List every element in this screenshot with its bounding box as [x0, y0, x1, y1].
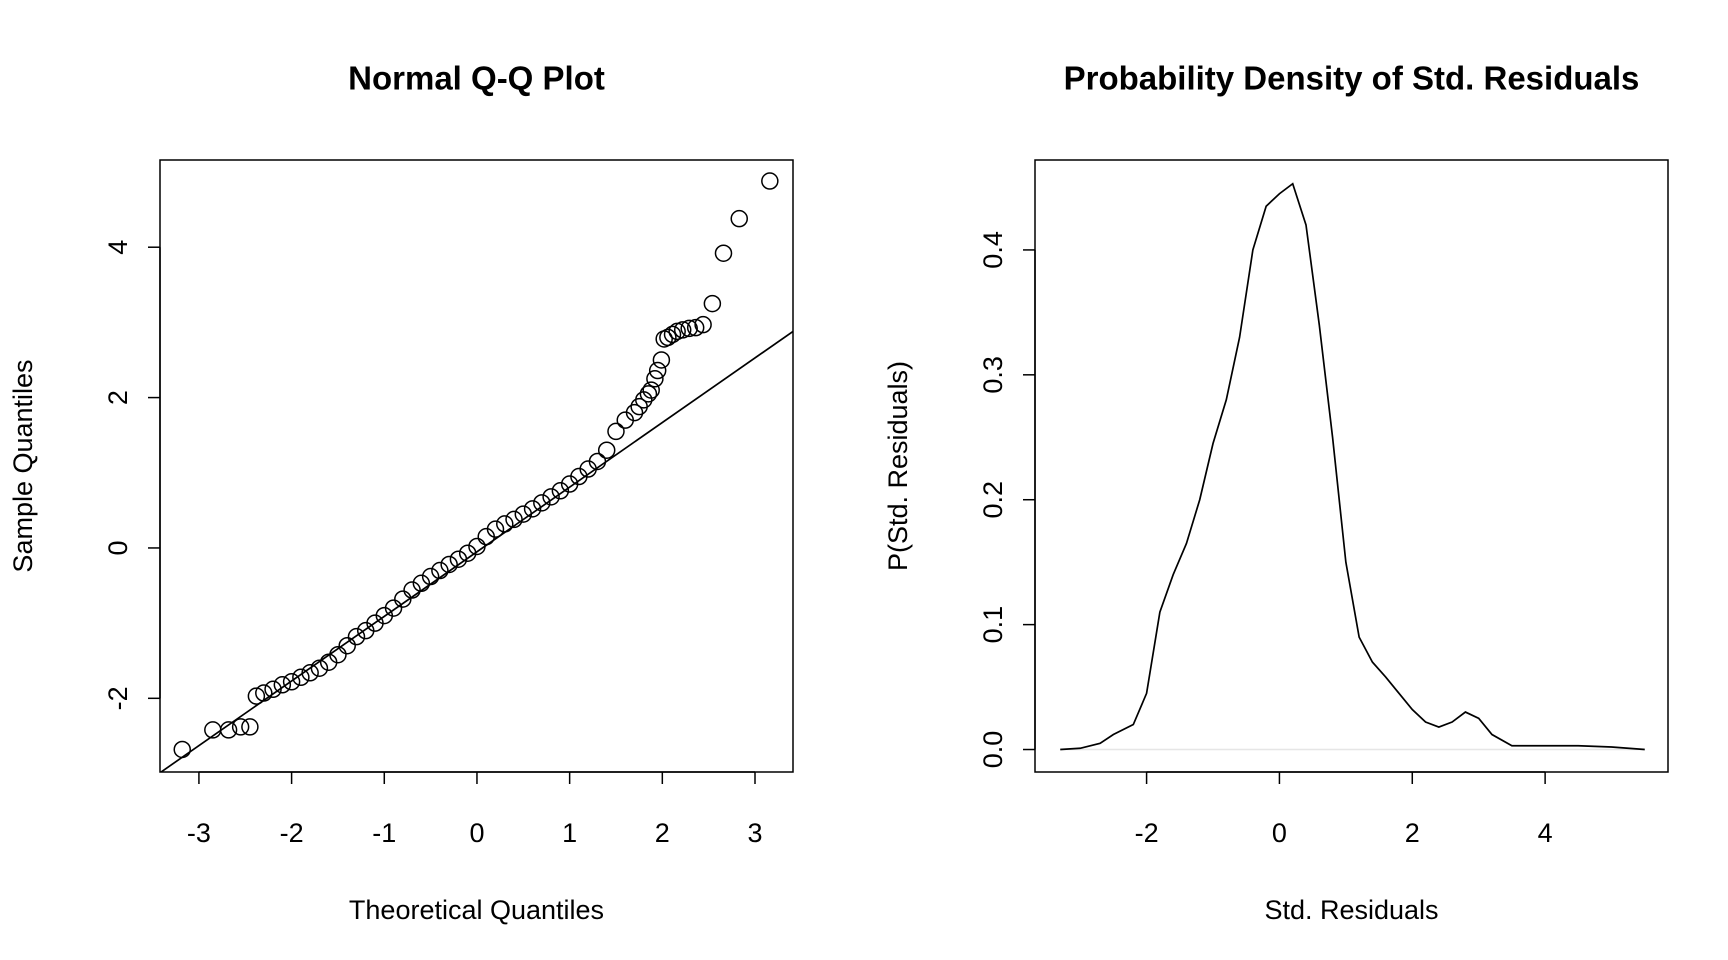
data-point: [282, 673, 301, 691]
data-point: [241, 718, 259, 736]
x-tick-label: 0: [469, 818, 484, 848]
data-line: [160, 330, 793, 772]
data-point: [273, 676, 292, 694]
data-point: [714, 244, 733, 262]
data-point: [523, 500, 542, 518]
y-axis-title: P(Std. Residuals): [883, 361, 913, 571]
chart-panel: Normal Q-Q Plot Theoretical Quantiles Samp…: [8, 60, 794, 925]
y-tick-label: -2: [103, 686, 133, 710]
data-point: [639, 385, 658, 403]
y-tick-label: 0.3: [978, 356, 1008, 394]
y-tick-label: 0.1: [978, 606, 1008, 644]
data-point: [694, 315, 712, 334]
data-point: [431, 561, 449, 580]
y-tick-label: 2: [103, 390, 133, 405]
data-point: [680, 319, 698, 338]
data-point: [703, 294, 722, 313]
data-point: [310, 659, 329, 677]
data-point: [648, 361, 667, 380]
data-point: [673, 321, 692, 339]
y-tick-label: 4: [103, 240, 133, 255]
data-point: [247, 687, 266, 705]
data-point: [384, 599, 403, 617]
chart-title: Probability Density of Std. Residuals: [1064, 60, 1640, 97]
chart-panel: Probability Density of Std. Residuals Std…: [883, 60, 1669, 925]
data-point: [597, 441, 616, 459]
data-point: [486, 520, 505, 538]
data-point: [394, 590, 412, 608]
x-tick-label: 1: [562, 818, 577, 848]
data-point: [347, 627, 366, 646]
data-point: [231, 718, 250, 736]
data-line: [1060, 182, 1645, 751]
x-tick-label: -2: [1135, 818, 1159, 848]
data-point: [686, 318, 705, 337]
data-point: [338, 636, 356, 655]
data-point: [607, 422, 625, 441]
x-tick-label: -2: [280, 818, 304, 848]
data-point: [403, 581, 421, 599]
x-tick-label: 2: [1405, 818, 1420, 848]
chart-title: Normal Q-Q Plot: [348, 60, 605, 97]
x-tick-label: 2: [655, 818, 670, 848]
data-point: [173, 740, 191, 759]
data-point: [625, 403, 644, 422]
x-axis-title: Std. Residuals: [1264, 895, 1438, 925]
x-tick-label: 3: [747, 818, 762, 848]
data-point: [533, 494, 551, 512]
y-tick-label: 0.4: [978, 231, 1008, 269]
data-point: [659, 328, 677, 347]
data-point: [292, 668, 310, 687]
data-point: [646, 370, 664, 388]
x-axis-title: Theoretical Quantiles: [349, 895, 604, 925]
x-tick-label: 4: [1538, 818, 1553, 848]
data-point: [761, 172, 779, 190]
data-point: [652, 351, 671, 369]
x-tick-label: 0: [1272, 818, 1287, 848]
data-point: [730, 209, 748, 228]
x-tick-label: -1: [372, 818, 396, 848]
y-tick-label: 0.0: [978, 731, 1008, 769]
data-point: [440, 555, 458, 574]
y-axis-title: Sample Quantiles: [8, 359, 38, 572]
data-point: [642, 381, 660, 399]
data-point: [668, 322, 686, 341]
data-point: [663, 325, 682, 344]
y-tick-label: 0: [103, 540, 133, 555]
plot-box: [1034, 159, 1669, 773]
y-tick-label: 0.2: [978, 481, 1008, 519]
data-point: [542, 488, 560, 506]
plot-box: [159, 159, 794, 773]
data-point: [551, 482, 570, 500]
x-tick-label: -3: [187, 818, 211, 848]
